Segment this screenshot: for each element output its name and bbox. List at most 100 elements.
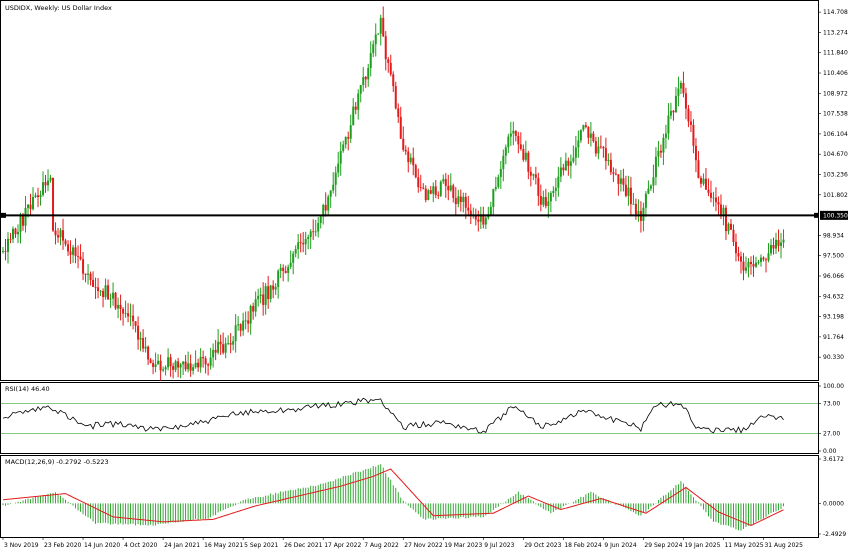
candle-body <box>322 204 325 217</box>
time-tick-label: 16 May 2021 <box>204 542 243 549</box>
candle-body <box>12 228 15 240</box>
price-tick-label: 101.802 <box>823 192 848 199</box>
candle-body <box>762 257 765 260</box>
candle-body <box>67 244 70 252</box>
candle-body <box>607 159 610 161</box>
candle <box>212 343 215 368</box>
candle <box>579 129 582 143</box>
candle <box>219 334 222 355</box>
candle-body <box>327 196 330 211</box>
candle <box>2 247 4 254</box>
time-tick-label: 19 Mar 2023 <box>444 542 482 549</box>
candle <box>332 172 335 194</box>
candle <box>224 337 227 359</box>
candle <box>452 183 455 203</box>
price-tick-label: 91.764 <box>823 334 844 341</box>
candle <box>484 216 487 230</box>
candle <box>602 146 605 158</box>
candle <box>62 218 65 250</box>
price-tick-label: 90.330 <box>823 354 844 361</box>
candle-body <box>72 247 75 255</box>
candle <box>142 329 145 353</box>
candle <box>209 347 212 370</box>
candle-body <box>44 182 47 186</box>
candle <box>79 244 82 261</box>
candle <box>229 333 232 354</box>
candle <box>202 350 205 368</box>
candle <box>614 168 617 176</box>
candle <box>559 157 562 183</box>
price-tick-label: 110.406 <box>823 70 848 77</box>
candle-body <box>549 193 552 202</box>
candle <box>192 364 195 375</box>
candle-body <box>159 360 162 371</box>
rsi-tick-label: 100.00 <box>823 383 844 390</box>
candle <box>84 273 87 283</box>
candle-body <box>324 204 327 211</box>
candle-body <box>224 343 227 353</box>
candle-body <box>287 266 290 273</box>
main-panel-border <box>0 0 819 381</box>
candle <box>244 311 247 330</box>
candle <box>287 264 290 282</box>
rsi-axis: 100.00 73.00 27.00 0.00 <box>818 383 844 455</box>
candle-body <box>369 53 372 69</box>
candle-body <box>137 325 140 340</box>
candle-body <box>194 362 197 368</box>
candle <box>324 192 327 217</box>
candle <box>152 359 155 375</box>
candle <box>437 191 440 200</box>
candle <box>422 183 425 190</box>
candle-body <box>632 203 635 205</box>
candle <box>637 199 640 222</box>
candle-body <box>47 180 50 186</box>
candle <box>492 188 495 216</box>
candle-body <box>167 357 170 368</box>
candle <box>242 312 245 336</box>
macd-axis: 3.6172 0.0000 -2.4929 <box>818 456 846 538</box>
time-tick-label: 9 Jul 2023 <box>484 542 514 549</box>
candle <box>747 258 750 278</box>
candle <box>779 232 782 259</box>
candle-body <box>97 287 100 291</box>
time-tick-label: 5 Sep 2021 <box>244 542 278 549</box>
candle <box>659 144 662 158</box>
candle <box>582 124 585 132</box>
time-tick-label: 9 Jun 2024 <box>604 542 636 549</box>
candle-body <box>129 315 132 317</box>
candle-body <box>704 178 707 190</box>
candle <box>657 140 660 167</box>
candle <box>529 166 532 187</box>
candle-body <box>397 108 400 117</box>
candle-body <box>657 150 660 157</box>
candle-body <box>574 147 577 158</box>
price-tick-label: 96.066 <box>823 273 844 280</box>
candle <box>34 192 37 199</box>
candle <box>262 282 265 316</box>
candle <box>402 126 405 152</box>
candle <box>157 354 160 365</box>
candle-body <box>42 182 45 195</box>
candle <box>457 189 460 208</box>
candle <box>569 154 572 179</box>
candle-body <box>22 214 25 226</box>
time-tick-label: 23 Feb 2020 <box>44 542 82 549</box>
candle-body <box>304 238 307 245</box>
candle <box>239 323 242 337</box>
candle <box>337 151 340 178</box>
candle-body <box>59 230 62 238</box>
candle <box>147 345 150 365</box>
candle <box>652 164 655 193</box>
candle-body <box>447 185 450 191</box>
candle-body <box>264 286 267 305</box>
candle <box>374 23 377 57</box>
rsi-tick-label: 73.00 <box>823 401 840 408</box>
candle-body <box>779 242 782 246</box>
candle-body <box>687 108 690 122</box>
candle-body <box>692 124 695 146</box>
candle-body <box>409 157 412 163</box>
candle <box>677 76 680 107</box>
candle-body <box>507 136 510 148</box>
candle-body <box>637 210 640 215</box>
candle <box>639 201 642 233</box>
